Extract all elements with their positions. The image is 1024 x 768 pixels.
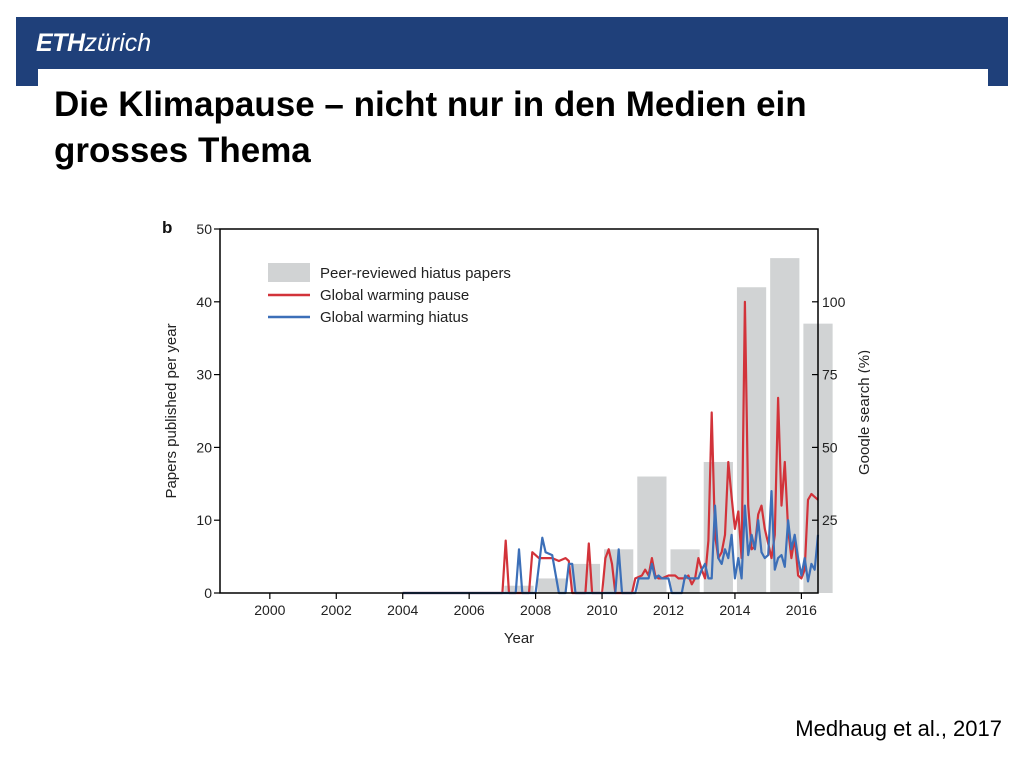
plot-frame (219, 228, 819, 594)
figure: 2000 2002 2004 2006 2008 2010 2012 2014 2016 0 10 2… (150, 205, 873, 665)
bar-2012 (670, 549, 700, 593)
logo-strong: ETH (36, 29, 85, 57)
x-tick-label-2004: 2004 (387, 602, 418, 618)
slide-title-line-1: Die Klimapause – nicht nur in den Medien… (54, 85, 807, 124)
bar-2008 (537, 578, 567, 593)
x-tick-label-2002: 2002 (321, 602, 352, 618)
x-tick-label-2012: 2012 (653, 602, 684, 618)
series-line-pause (402, 300, 819, 595)
eth-logo: ETHzürich (36, 28, 151, 58)
legend-label-pause: Global warming pause (320, 287, 469, 304)
y-left-tick-label-20: 20 (196, 439, 212, 455)
y-left-tick-label-10: 10 (196, 512, 212, 528)
y-left-tick-label-30: 30 (196, 367, 212, 383)
x-tick-label-2016: 2016 (786, 602, 817, 618)
y-right-tick-label-75: 75 (822, 367, 838, 383)
hiatus-chart: 2000 2002 2004 2006 2008 2010 2012 2014 2016 0 10 2… (162, 218, 873, 647)
header-bar-notch (38, 69, 988, 86)
y-right-tick-label-50: 50 (822, 439, 838, 455)
y-left-tick-label-40: 40 (196, 294, 212, 310)
legend-swatch-bars (268, 263, 310, 282)
citation: Medhaug et al., 2017 (795, 716, 1002, 741)
y-axis-label-right: Google search (%) (856, 350, 870, 475)
series-line-hiatus (402, 490, 820, 595)
logo-light: zürich (84, 29, 152, 57)
x-axis-label: Year (504, 630, 534, 647)
x-tick-label-2014: 2014 (719, 602, 750, 618)
bar-2007 (504, 585, 534, 593)
x-tick-label-2006: 2006 (454, 602, 485, 618)
legend-label-hiatus: Global warming hiatus (320, 309, 468, 326)
slide-title: Die Klimapause – nicht nur in den Medien… (54, 82, 954, 174)
y-right-tick-label-25: 25 (822, 512, 838, 528)
y-axis-label-left: Papers published per year (163, 323, 180, 498)
y-left-tick-label-50: 50 (196, 221, 212, 237)
y-left-tick-label-0: 0 (204, 585, 212, 601)
slide-title-line-2: grosses Thema (54, 131, 311, 170)
x-tick-label-2008: 2008 (520, 602, 551, 618)
y-right-tick-label-100: 100 (822, 294, 846, 310)
panel-label: b (162, 218, 172, 237)
x-tick-label-2000: 2000 (254, 602, 285, 618)
x-tick-label-2010: 2010 (586, 602, 617, 618)
legend-label-bars: Peer-reviewed hiatus papers (320, 265, 511, 282)
